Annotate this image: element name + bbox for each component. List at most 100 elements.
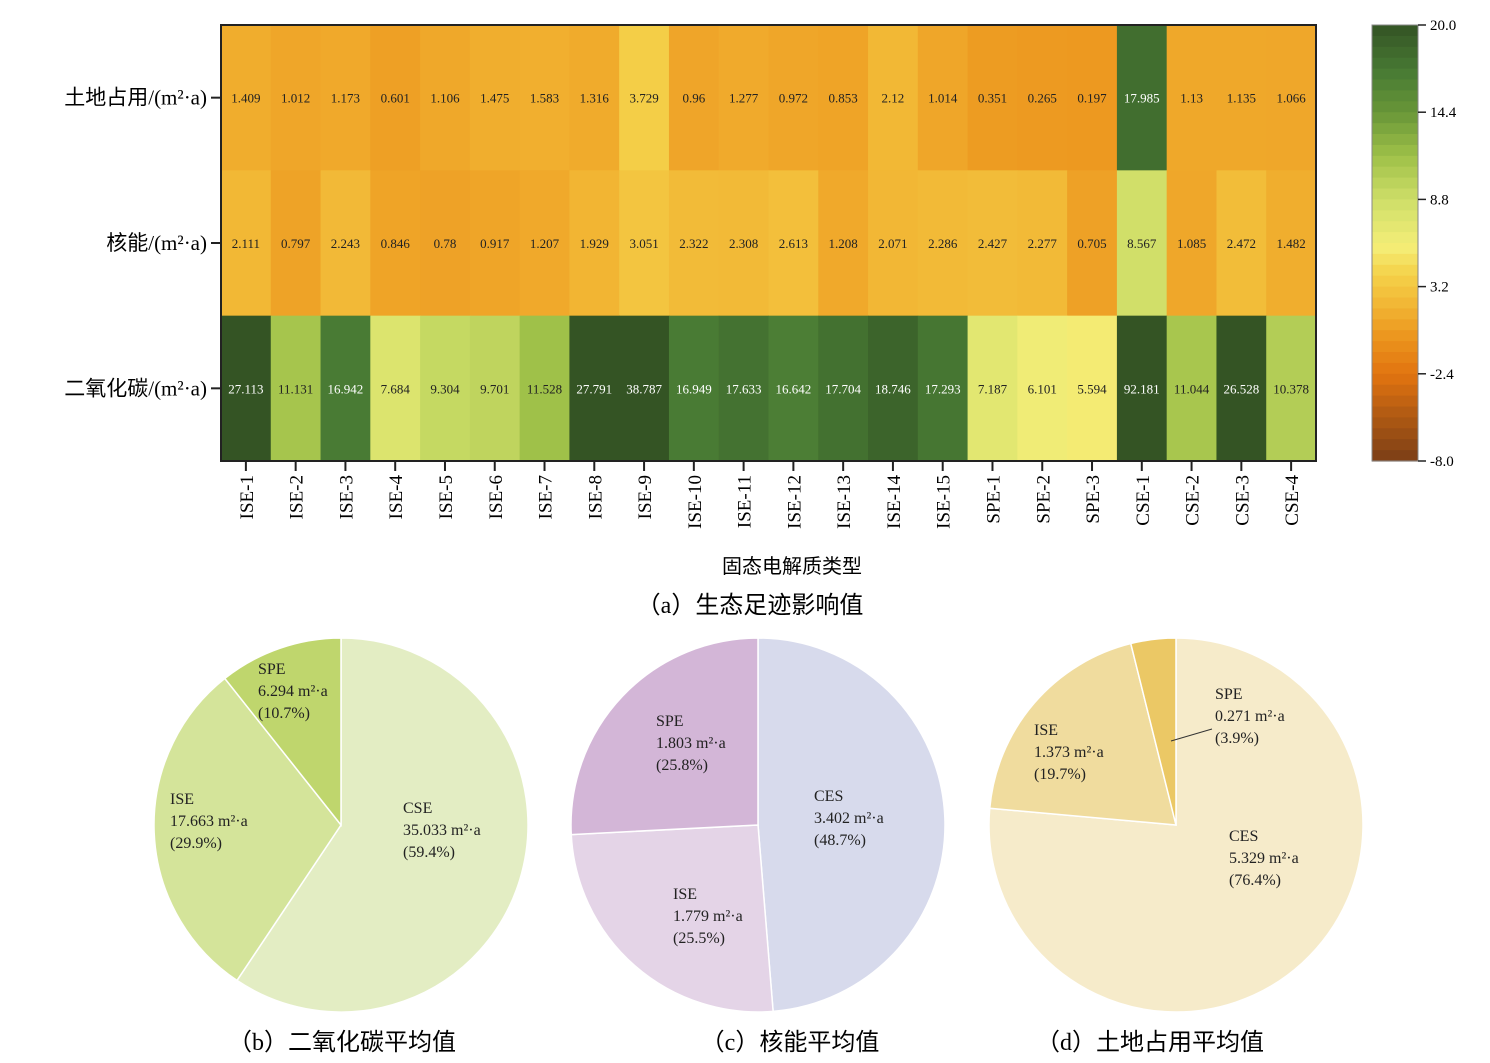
pie-slice-name: ISE <box>170 791 194 808</box>
pie-slice-value: 1.803 m²·a <box>656 735 726 752</box>
heatmap-cell <box>967 170 1018 317</box>
colorbar-segment <box>1372 46 1418 59</box>
heatmap-cell-value: 16.642 <box>776 381 812 396</box>
heatmap-cell-value: 6.101 <box>1028 381 1057 396</box>
heatmap-cell <box>1067 25 1118 171</box>
heatmap-xtick-label: ISE-13 <box>834 475 855 529</box>
heatmap-xtick-label: CSE-1 <box>1133 475 1154 526</box>
colorbar-segment <box>1372 330 1418 342</box>
heatmap-cell-value: 2.427 <box>978 236 1008 251</box>
heatmap-xtick-label: ISE-15 <box>934 475 955 529</box>
colorbar-segment <box>1372 210 1418 222</box>
pie-slice <box>570 824 774 1013</box>
heatmap-cell <box>270 170 322 317</box>
pie-slice <box>153 677 342 982</box>
heatmap-cell <box>1067 170 1118 317</box>
heatmap-cell <box>320 315 371 462</box>
heatmap-xtick-label: SPE-1 <box>983 475 1004 524</box>
heatmap-cell-value: 17.985 <box>1124 91 1160 106</box>
pie-slice-percent: (25.5%) <box>673 930 725 947</box>
heatmap-xtick-label: SPE-3 <box>1083 475 1104 524</box>
heatmap-cell-value: 1.475 <box>480 91 509 106</box>
colorbar-segment <box>1372 319 1418 331</box>
heatmap-cell-value: 1.207 <box>530 236 560 251</box>
colorbar-segment <box>1372 232 1418 244</box>
pie-nuclear-caption: （c）核能平均值 <box>701 1029 880 1056</box>
pie-slice-value: 17.663 m²·a <box>170 813 248 830</box>
colorbar-segment <box>1372 275 1418 288</box>
colorbar-segment <box>1372 362 1418 375</box>
colorbar-segment <box>1372 352 1418 364</box>
heatmap-cell-value: 3.729 <box>629 91 658 106</box>
colorbar-segment <box>1372 450 1418 462</box>
heatmap-xtick-label: ISE-4 <box>386 475 407 520</box>
heatmap-xtick-label: ISE-14 <box>884 475 905 529</box>
heatmap-cell <box>768 315 819 462</box>
heatmap-cell <box>1216 315 1267 462</box>
colorbar-segment <box>1372 79 1418 91</box>
heatmap-cell-value: 11.131 <box>278 381 313 396</box>
heatmap-cell-value: 10.378 <box>1273 381 1309 396</box>
heatmap-cell <box>221 170 272 317</box>
heatmap-cell <box>619 315 670 462</box>
heatmap-xtick-label: ISE-5 <box>436 475 457 519</box>
heatmap-xtick-label: ISE-6 <box>486 475 507 519</box>
heatmap-cell-value: 1.014 <box>928 91 958 106</box>
heatmap-cell-value: 18.746 <box>875 381 911 396</box>
heatmap-xtick-label: CSE-2 <box>1183 475 1204 526</box>
heatmap-cell-value: 1.135 <box>1227 91 1256 106</box>
colorbar-tick-label: 3.2 <box>1430 280 1449 296</box>
heatmap-cell <box>1017 25 1068 171</box>
heatmap-xtick-label: CSE-4 <box>1282 475 1303 526</box>
colorbar-segment <box>1372 297 1418 309</box>
colorbar-segment <box>1372 428 1418 440</box>
colorbar-segment <box>1372 286 1418 299</box>
heatmap-cell <box>768 170 819 317</box>
pie-slice-name: ISE <box>673 886 697 903</box>
heatmap-cell <box>967 25 1018 171</box>
pie-slice-value: 1.373 m²·a <box>1034 744 1104 761</box>
colorbar-tick-label: -8.0 <box>1430 454 1454 470</box>
heatmap-xlabel: 固态电解质类型 <box>722 555 862 578</box>
pie-slice <box>1129 637 1177 826</box>
pie-slice-name: CES <box>814 788 843 805</box>
heatmap-cell-value: 1.173 <box>331 91 360 106</box>
colorbar-segment <box>1372 439 1418 451</box>
heatmap-cell <box>917 25 969 171</box>
heatmap-cell <box>868 25 919 171</box>
heatmap-cell <box>1266 315 1317 462</box>
heatmap-cell-value: 17.293 <box>925 381 961 396</box>
heatmap-cell-value: 2.286 <box>928 236 958 251</box>
pie-slice-value: 6.294 m²·a <box>258 683 328 700</box>
heatmap-cell <box>320 25 371 171</box>
pie-slice-name: ISE <box>1034 722 1058 739</box>
heatmap-cell-value: 0.197 <box>1077 91 1107 106</box>
pie-nuclear: CES 3.402 m²·a (48.7%) ISE 1.779 m²·a (25.5%)… <box>570 637 946 1013</box>
pie-slice-name: SPE <box>656 713 684 730</box>
pie-slice <box>988 642 1177 826</box>
heatmap-cell <box>668 25 720 171</box>
colorbar-tick-label: -2.4 <box>1430 367 1454 383</box>
heatmap-cell <box>917 315 969 462</box>
colorbar-segment <box>1372 144 1418 157</box>
pie-slice-value: 3.402 m²·a <box>814 810 884 827</box>
heatmap-cell <box>569 25 620 171</box>
pie-slice-percent: (29.9%) <box>170 835 222 852</box>
heatmap-cell-value: 7.187 <box>978 381 1008 396</box>
heatmap-cell-value: 1.482 <box>1276 236 1305 251</box>
pie-slice-name: CES <box>1229 828 1258 845</box>
heatmap-cell-value: 2.472 <box>1227 236 1256 251</box>
heatmap-cell-value: 16.942 <box>328 381 364 396</box>
heatmap-cell <box>1116 170 1168 317</box>
heatmap-ylabel: 土地占用/(m²·a) <box>64 86 207 110</box>
heatmap-cell-value: 9.304 <box>430 381 460 396</box>
colorbar-segment <box>1372 25 1418 37</box>
heatmap-cell <box>1266 25 1317 171</box>
heatmap-cell-value: 17.633 <box>726 381 762 396</box>
heatmap-cell-value: 0.797 <box>281 236 311 251</box>
heatmap-cell-value: 7.684 <box>381 381 411 396</box>
heatmap-cell <box>1067 315 1118 462</box>
heatmap-cell-value: 2.111 <box>232 236 260 251</box>
heatmap-cell <box>768 25 819 171</box>
heatmap-cell-value: 16.949 <box>676 381 712 396</box>
